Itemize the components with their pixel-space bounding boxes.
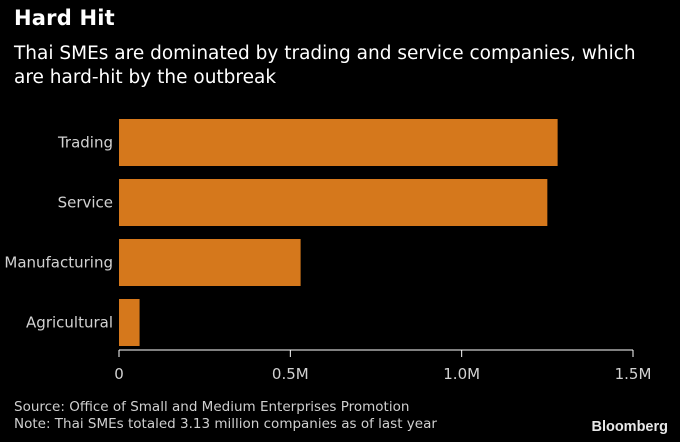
bloomberg-logo: Bloomberg [591, 419, 668, 435]
chart-subtitle: Thai SMEs are dominated by trading and s… [14, 43, 636, 88]
category-label-agricultural: Agricultural [26, 314, 113, 332]
x-tick-label: 1.0M [443, 365, 480, 383]
bar-manufacturing [119, 239, 301, 286]
category-label-manufacturing: Manufacturing [4, 254, 113, 272]
x-axis-ticks: 0 0.5M 1.0M 1.5M [114, 350, 651, 383]
source-note: Source: Office of Small and Medium Enter… [14, 399, 410, 415]
x-tick-label: 0 [114, 365, 124, 383]
x-tick-label: 1.5M [615, 365, 652, 383]
bars-group [119, 119, 558, 346]
footnote: Note: Thai SMEs totaled 3.13 million com… [14, 416, 437, 432]
bar-agricultural [119, 299, 140, 346]
bar-trading [119, 119, 558, 166]
bar-service [119, 179, 548, 226]
category-label-service: Service [58, 194, 113, 212]
chart-title: Hard Hit [14, 6, 115, 30]
x-tick-label: 0.5M [272, 365, 309, 383]
category-label-trading: Trading [57, 134, 113, 152]
category-labels: Trading Service Manufacturing Agricultural [4, 134, 113, 332]
